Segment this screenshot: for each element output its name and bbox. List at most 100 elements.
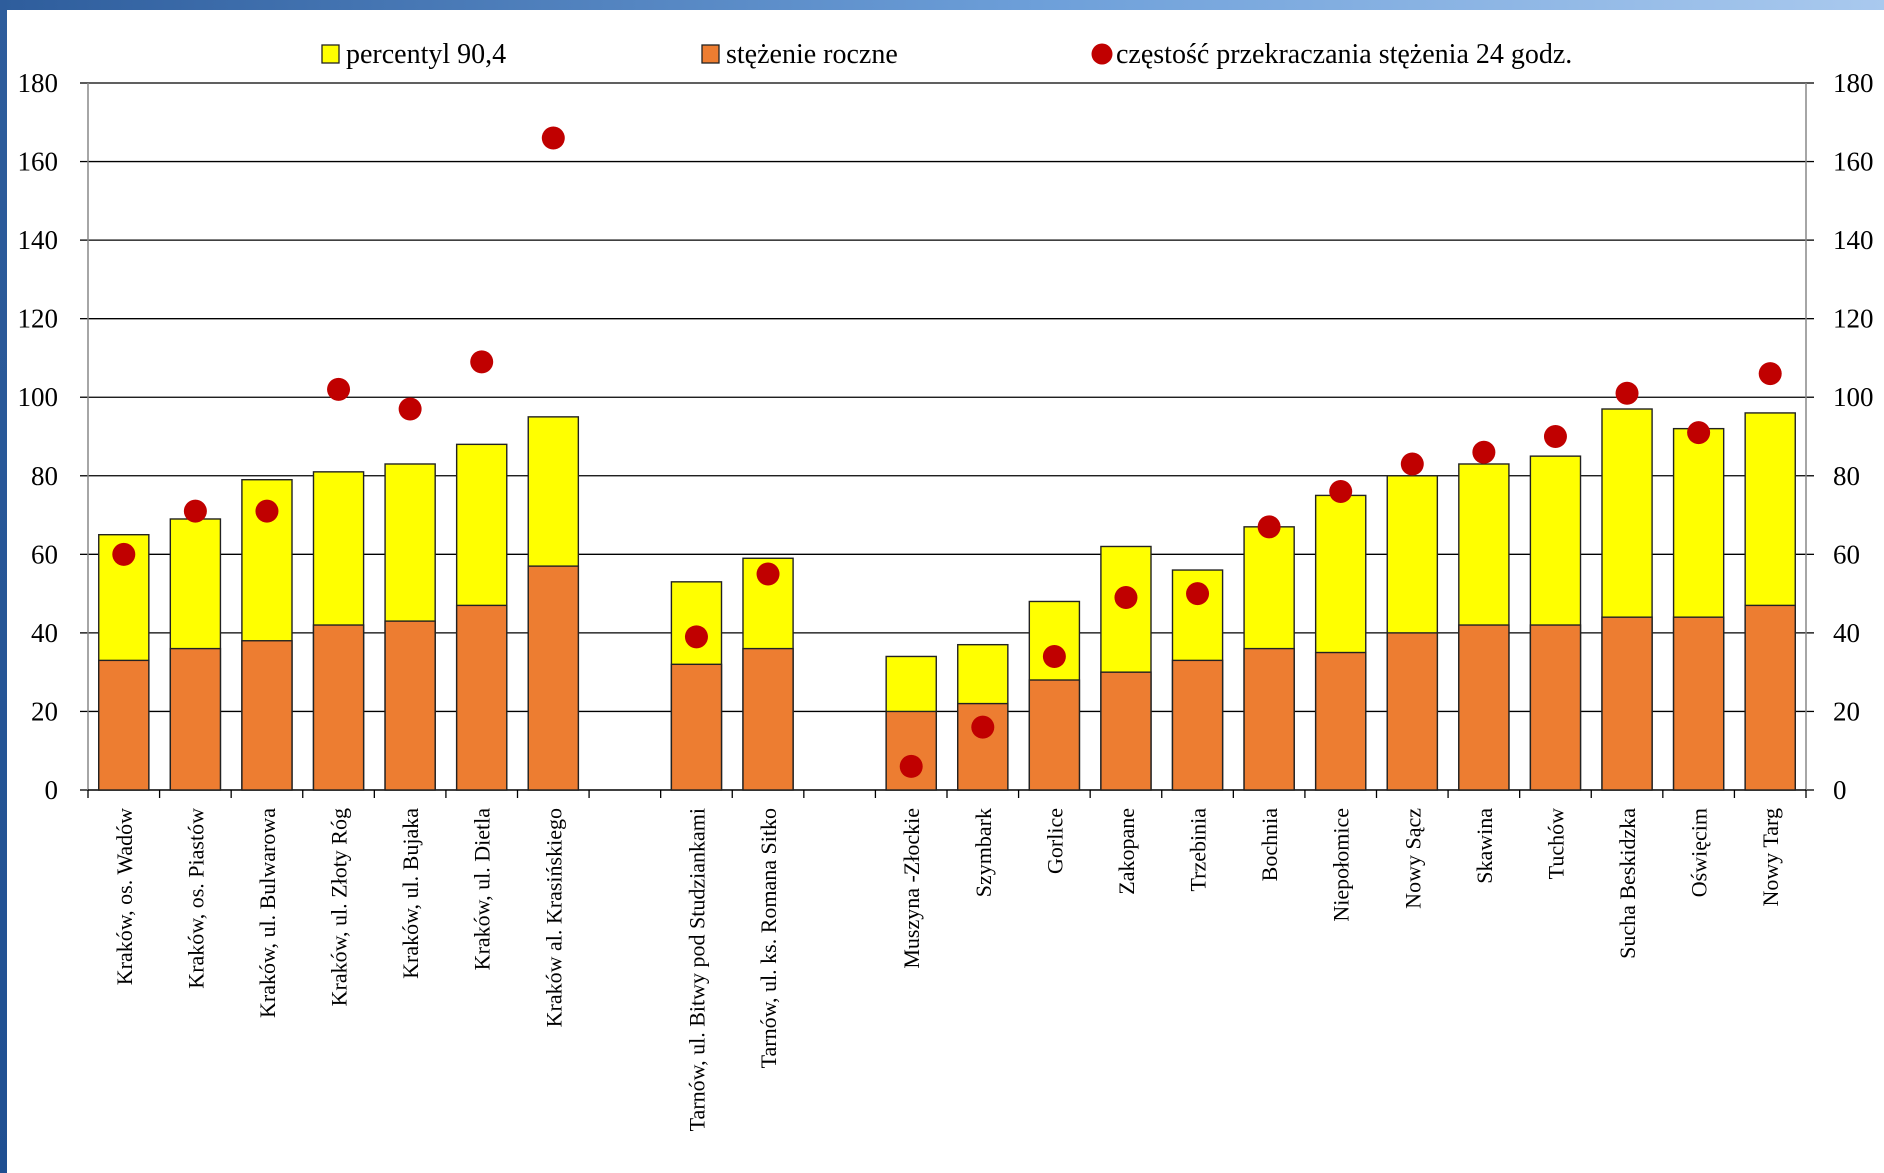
y-tick-label-right: 60: [1833, 539, 1860, 569]
point-czestosc: [1257, 515, 1281, 539]
bar-stezenie-roczne: [1171, 659, 1224, 791]
category-label: Muszyna -Złockie: [899, 808, 924, 969]
category-label: Nowy Targ: [1758, 808, 1783, 906]
category-label: Oświęcim: [1687, 808, 1712, 897]
category-label: Tuchów: [1543, 808, 1568, 879]
point-czestosc: [1543, 425, 1567, 448]
legend-swatch: [321, 44, 340, 64]
slide-top-border: [0, 0, 1884, 10]
bar-stezenie-roczne: [1243, 647, 1295, 791]
point-czestosc: [327, 377, 351, 401]
point-czestosc: [684, 625, 708, 649]
y-tick-label-left: 60: [31, 539, 58, 569]
y-tick-label-right: 100: [1833, 382, 1874, 412]
bars: [98, 408, 1796, 791]
category-label: Tarnów, ul. Bitwy pod Studziankami: [684, 808, 709, 1131]
point-czestosc: [255, 499, 279, 523]
legend-swatch: [701, 44, 720, 64]
point-czestosc: [112, 542, 136, 566]
bar-stezenie-roczne: [742, 647, 794, 791]
y-tick-label-left: 140: [18, 225, 59, 255]
category-label: Kraków, ul. Dietla: [470, 808, 495, 971]
y-tick-label-left: 160: [18, 147, 59, 177]
y-tick-label-left: 0: [45, 775, 59, 805]
y-tick-label-right: 20: [1833, 696, 1860, 726]
bar-stezenie-roczne: [384, 620, 436, 791]
legend-swatch: [1091, 43, 1113, 65]
y-tick-label-left: 20: [31, 696, 58, 726]
legend-label: stężenie roczne: [726, 39, 898, 70]
category-labels: Kraków, os. Wadów Kraków, os. Piastów Krak…: [112, 808, 1783, 1132]
y-tick-label-right: 40: [1833, 618, 1860, 648]
bar-stezenie-roczne: [1386, 632, 1439, 791]
point-czestosc: [398, 397, 422, 421]
category-label: Gorlice: [1042, 808, 1067, 874]
y-tick-label-right: 140: [1833, 225, 1874, 255]
bar-stezenie-roczne: [169, 647, 222, 791]
category-label: Zakopane: [1114, 808, 1139, 895]
y-tick-label-left: 80: [31, 461, 58, 491]
bar-stezenie-roczne: [455, 604, 508, 791]
point-czestosc: [1329, 479, 1353, 503]
point-czestosc: [971, 715, 995, 739]
y-tick-label-right: 120: [1833, 304, 1874, 334]
category-label: Kraków, ul. Bujaka: [398, 808, 423, 979]
y-tick-label-left: 40: [31, 618, 58, 648]
bar-stezenie-roczne: [527, 565, 580, 791]
y-tick-label-left: 180: [18, 68, 59, 98]
slide-left-border: [0, 0, 7, 1173]
category-label: Kraków al. Krasińskiego: [541, 808, 566, 1027]
category-label: Tarnów, ul. ks. Romana Sitko: [756, 808, 781, 1068]
category-label: Nowy Sącz: [1400, 808, 1425, 909]
point-czestosc: [1042, 644, 1066, 668]
point-czestosc: [1186, 582, 1210, 606]
category-label: Szymbark: [971, 808, 996, 897]
bar-stezenie-roczne: [1314, 651, 1367, 791]
y-tick-label-right: 0: [1833, 775, 1847, 805]
category-label: Trzebinia: [1186, 808, 1211, 892]
point-czestosc: [1687, 421, 1711, 445]
point-czestosc: [1758, 362, 1782, 386]
legend: percentyl 90,4 stężenie roczne częstość pr…: [321, 39, 1572, 70]
bar-stezenie-roczne: [98, 659, 150, 791]
point-czestosc: [1472, 440, 1496, 464]
y-tick-label-right: 80: [1833, 461, 1860, 491]
category-label: Kraków, ul. Złoty Róg: [327, 808, 352, 1006]
y-tick-label-right: 180: [1833, 68, 1874, 98]
point-czestosc: [470, 350, 494, 374]
point-czestosc: [183, 499, 207, 523]
bar-stezenie-roczne: [1028, 679, 1081, 791]
bar-stezenie-roczne: [1529, 624, 1582, 791]
point-czestosc: [541, 126, 565, 150]
point-czestosc: [756, 562, 780, 586]
bar-stezenie-roczne: [1458, 624, 1510, 791]
point-czestosc: [1400, 452, 1424, 476]
category-label: Kraków, os. Wadów: [112, 808, 137, 985]
bar-stezenie-roczne: [312, 624, 365, 791]
category-label: Kraków, ul. Bulwarowa: [255, 808, 280, 1018]
y-tick-label-left: 120: [18, 304, 59, 334]
bar-stezenie-roczne: [241, 640, 293, 791]
bar-stezenie-roczne: [1744, 604, 1796, 791]
legend-label: częstość przekraczania stężenia 24 godz.: [1116, 39, 1572, 70]
point-czestosc: [1615, 381, 1639, 405]
point-czestosc: [899, 754, 923, 778]
bar-stezenie-roczne: [1672, 616, 1725, 791]
category-label: Niepołomice: [1329, 808, 1354, 922]
bar-stezenie-roczne: [885, 710, 937, 791]
bar-stezenie-roczne: [1601, 616, 1653, 791]
gridlines: [88, 82, 1806, 713]
bar-stezenie-roczne: [670, 663, 723, 791]
category-label: Bochnia: [1257, 808, 1282, 882]
legend-label: percentyl 90,4: [346, 39, 506, 70]
category-label: Skawina: [1472, 808, 1497, 884]
axes: 0 0 20 20 40 40 60 60 80 80 100 100 120 120 140 140 160 1…: [18, 68, 1874, 805]
point-czestosc: [1114, 586, 1138, 610]
category-label: Sucha Beskidzka: [1615, 808, 1640, 959]
category-label: Kraków, os. Piastów: [183, 808, 208, 989]
points: [112, 126, 1782, 778]
y-tick-label-left: 100: [18, 382, 59, 412]
bar-stezenie-roczne: [1100, 671, 1152, 791]
